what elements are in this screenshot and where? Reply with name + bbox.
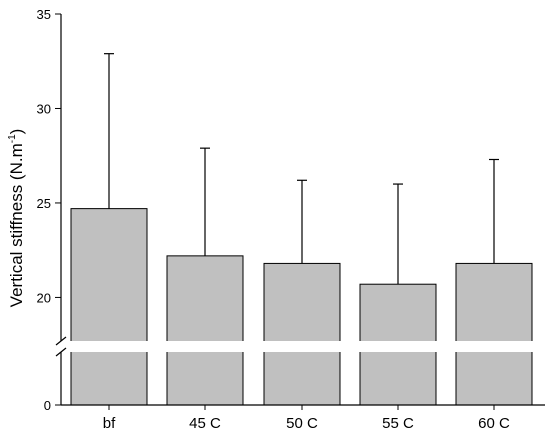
y-axis-title-main: Vertical stiffness (N.m [7, 143, 26, 307]
x-tick-label-1: 45 C [189, 415, 221, 432]
x-tick-label-0: bf [103, 415, 116, 432]
y-axis-title: Vertical stiffness (N.m-1) [7, 129, 26, 308]
y-tick-label-30: 30 [37, 101, 51, 116]
x-tick-label-2: 50 C [286, 415, 318, 432]
y-tick-label-25: 25 [37, 196, 51, 211]
y-axis-title-close: ) [7, 129, 26, 135]
bar-1 [166, 255, 244, 406]
axes-layer: bf 45 C 50 C 55 C 60 C 0 20 25 30 35 [37, 7, 545, 432]
x-tick-label-3: 55 C [382, 415, 414, 432]
y-axis-break-mark-lower [55, 347, 67, 357]
y-tick-label-35: 35 [37, 7, 51, 22]
bar-2 [263, 262, 341, 406]
axis-break-band [51, 341, 545, 352]
error-bars-layer [104, 53, 499, 285]
y-axis-title-superscript: -1 [7, 134, 18, 143]
bar-0 [70, 208, 148, 406]
bar-4 [455, 262, 533, 406]
y-axis-break-mark-upper [55, 336, 67, 346]
y-tick-label-20: 20 [37, 290, 51, 305]
y-tick-label-0: 0 [44, 398, 51, 413]
x-tick-label-4: 60 C [478, 415, 510, 432]
